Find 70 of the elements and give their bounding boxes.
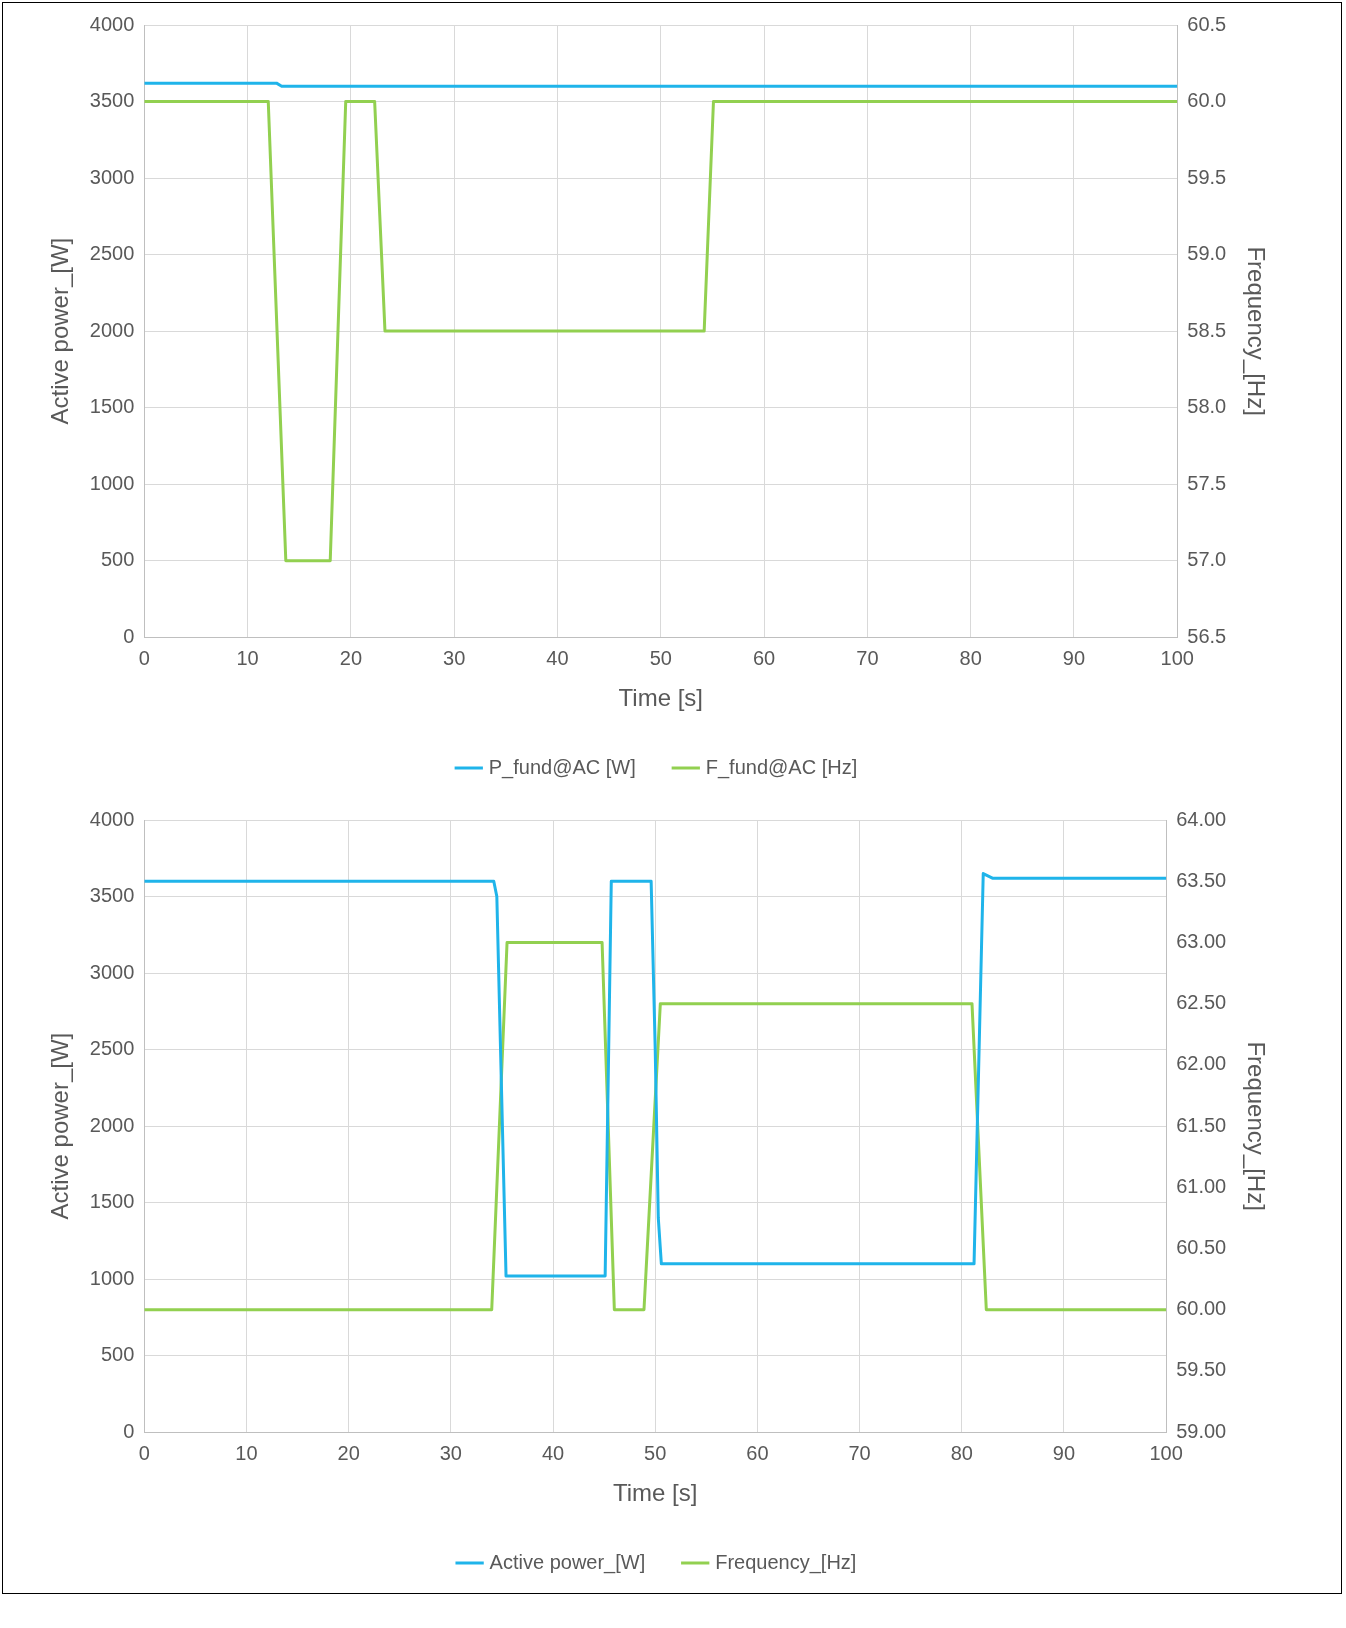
x-tick-label: 80 [950, 1441, 973, 1464]
y2-tick-label: 62.50 [1176, 991, 1227, 1014]
y2-tick-label: 59.5 [1187, 165, 1227, 188]
y-tick-label: 3000 [89, 960, 135, 983]
y2-tick-label: 58.0 [1187, 395, 1227, 418]
y-tick-label: 1000 [89, 471, 135, 494]
x-tick-label: 0 [138, 646, 150, 669]
y-axis-title: Active power_[W] [46, 237, 74, 425]
x-tick-label: 10 [235, 1441, 258, 1464]
y2-tick-label: 60.00 [1176, 1297, 1227, 1320]
legend-label: P_fund@AC [W] [488, 755, 636, 779]
y-tick-label: 2500 [89, 1037, 135, 1060]
y-tick-label: 0 [123, 624, 135, 647]
y2-axis-title: Frequency_[Hz] [1242, 246, 1270, 416]
y-tick-label: 4000 [89, 807, 135, 830]
y2-tick-label: 62.00 [1176, 1052, 1227, 1075]
y2-tick-label: 57.5 [1187, 471, 1227, 494]
x-axis-title: Time [s] [618, 684, 704, 712]
x-tick-label: 40 [541, 1441, 565, 1464]
y2-tick-label: 59.00 [1176, 1419, 1227, 1442]
legend-label: Active power_[W] [489, 1550, 646, 1574]
y-tick-label: 1500 [89, 395, 135, 418]
y2-tick-label: 59.50 [1176, 1358, 1227, 1381]
x-tick-label: 60 [752, 646, 776, 669]
x-tick-label: 100 [1149, 1441, 1183, 1464]
legend-label: Frequency_[Hz] [715, 1550, 857, 1574]
y-tick-label: 500 [100, 1343, 135, 1366]
y2-tick-label: 61.50 [1176, 1113, 1227, 1136]
legend-label: F_fund@AC [Hz] [705, 755, 858, 779]
y2-tick-label: 60.50 [1176, 1236, 1227, 1259]
x-tick-label: 20 [337, 1441, 360, 1464]
y2-tick-label: 56.5 [1187, 624, 1227, 647]
y-tick-label: 3000 [89, 165, 135, 188]
x-tick-label: 70 [856, 646, 879, 669]
y2-tick-label: 60.0 [1187, 89, 1227, 112]
x-tick-label: 90 [1052, 1441, 1076, 1464]
y-tick-label: 3500 [89, 89, 135, 112]
y-tick-label: 3500 [89, 884, 135, 907]
y2-axis-title: Frequency_[Hz] [1242, 1041, 1270, 1211]
y2-tick-label: 60.5 [1187, 12, 1227, 35]
x-tick-label: 60 [746, 1441, 769, 1464]
y-tick-label: 0 [123, 1419, 135, 1442]
y-tick-label: 4000 [89, 12, 135, 35]
x-tick-label: 50 [649, 646, 672, 669]
y-tick-label: 1000 [89, 1266, 135, 1289]
y-tick-label: 1500 [89, 1190, 135, 1213]
y-tick-label: 2000 [89, 318, 135, 341]
x-tick-label: 40 [546, 646, 569, 669]
y2-tick-label: 61.00 [1176, 1174, 1227, 1197]
x-tick-label: 100 [1160, 646, 1194, 669]
y2-tick-label: 59.0 [1187, 242, 1227, 265]
y2-tick-label: 57.0 [1187, 548, 1227, 571]
y2-tick-label: 64.00 [1176, 807, 1227, 830]
x-tick-label: 30 [439, 1441, 462, 1464]
x-tick-label: 30 [443, 646, 466, 669]
y2-tick-label: 63.50 [1176, 868, 1227, 891]
y-tick-label: 2000 [89, 1113, 135, 1136]
y2-tick-label: 58.5 [1187, 318, 1227, 341]
x-tick-label: 90 [1062, 646, 1086, 669]
y2-tick-label: 63.00 [1176, 929, 1227, 952]
x-tick-label: 70 [848, 1441, 871, 1464]
x-tick-label: 10 [236, 646, 259, 669]
y-tick-label: 500 [100, 548, 135, 571]
y-tick-label: 2500 [89, 242, 135, 265]
x-tick-label: 20 [339, 646, 363, 669]
x-tick-label: 50 [644, 1441, 667, 1464]
y-axis-title: Active power_[W] [46, 1032, 74, 1220]
x-tick-label: 0 [138, 1441, 150, 1464]
x-tick-label: 80 [959, 646, 982, 669]
x-axis-title: Time [s] [613, 1479, 698, 1507]
